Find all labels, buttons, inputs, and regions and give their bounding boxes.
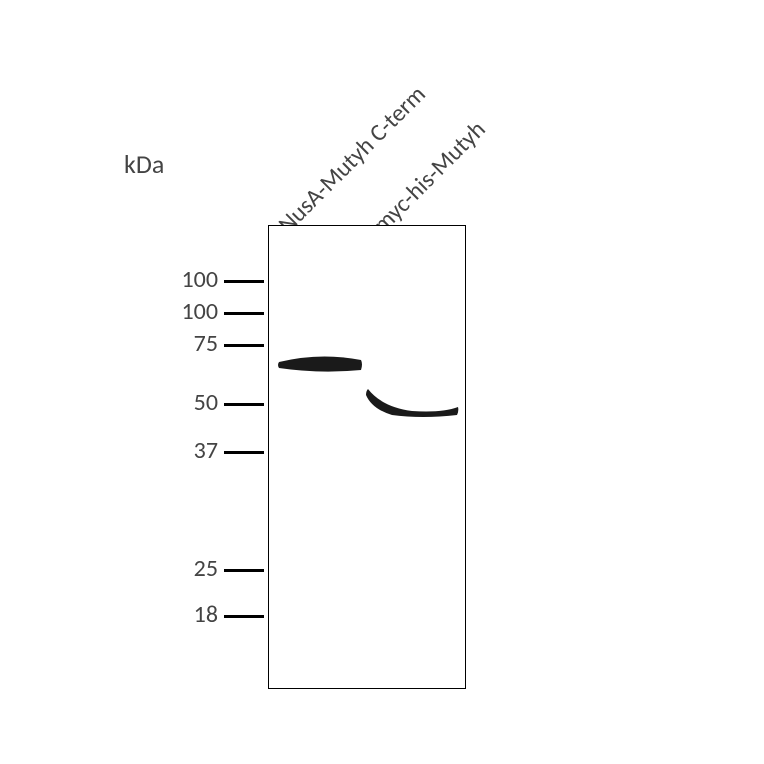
mw-tick bbox=[224, 569, 264, 572]
mw-label: 75 bbox=[194, 329, 218, 358]
mw-tick bbox=[224, 344, 264, 347]
protein-band-lane1 bbox=[275, 352, 365, 376]
mw-label: 100 bbox=[182, 297, 219, 326]
western-blot-figure: { "unit": { "text": "kDa", "x": 124, "y"… bbox=[0, 0, 764, 764]
mw-label: 50 bbox=[194, 388, 218, 417]
mw-tick bbox=[224, 280, 264, 283]
mw-tick bbox=[224, 312, 264, 315]
mw-label: 25 bbox=[194, 554, 218, 583]
mw-tick bbox=[224, 615, 264, 618]
mw-tick bbox=[224, 451, 264, 454]
blot-membrane bbox=[268, 225, 466, 689]
protein-band-lane2 bbox=[362, 385, 462, 419]
mw-label: 100 bbox=[182, 265, 219, 294]
mw-label: 37 bbox=[194, 436, 218, 465]
mw-tick bbox=[224, 403, 264, 406]
axis-unit-label: kDa bbox=[124, 148, 164, 180]
mw-label: 18 bbox=[194, 600, 218, 629]
